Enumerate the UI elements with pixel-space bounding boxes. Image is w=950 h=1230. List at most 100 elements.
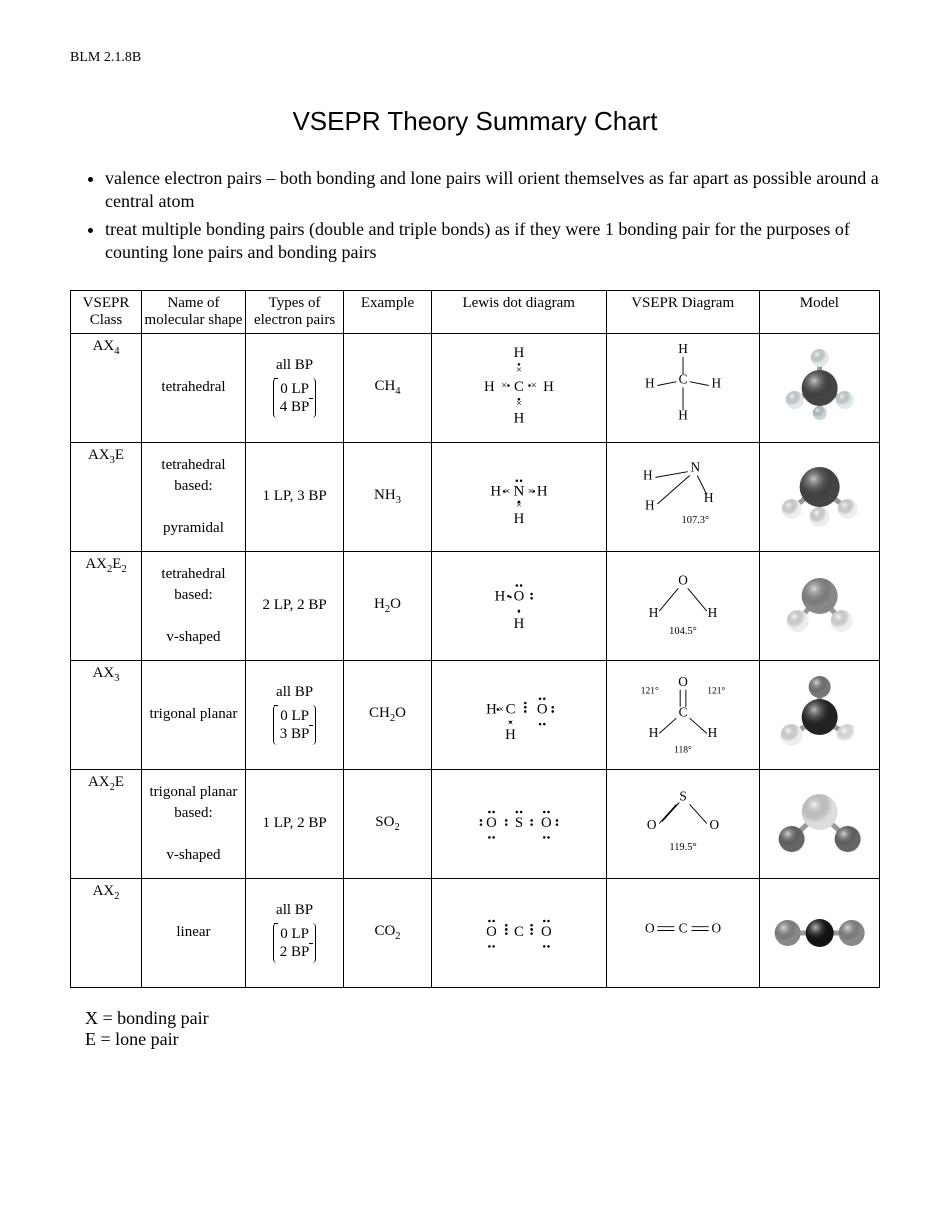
svg-text:H: H xyxy=(707,725,717,740)
cell-vsepr-diagram: OCHH121°121°118° xyxy=(606,660,759,769)
cell-example: CH2O xyxy=(344,660,431,769)
cell-vsepr-diagram: OHH104.5° xyxy=(606,551,759,660)
legend: X = bonding pair E = lone pair xyxy=(85,1008,880,1050)
cell-example: NH3 xyxy=(344,442,431,551)
cell-class: AX2E xyxy=(71,769,142,878)
header-shape: Name of molecular shape xyxy=(142,290,246,333)
header-pairs: Types of electron pairs xyxy=(245,290,343,333)
model-diagram xyxy=(762,447,877,542)
svg-text:N: N xyxy=(690,459,700,474)
legend-x: X = bonding pair xyxy=(85,1008,880,1029)
svg-text:H: H xyxy=(537,483,548,499)
cell-example: H2O xyxy=(344,551,431,660)
cell-lewis: COO xyxy=(431,878,606,987)
cell-model xyxy=(759,551,879,660)
lewis-diagram: OHH•• xyxy=(434,556,604,651)
table-row: AX3Etetrahedral based:pyramidal1 LP, 3 B… xyxy=(71,442,880,551)
svg-text:H: H xyxy=(643,467,653,482)
cell-shape: tetrahedral based:v-shaped xyxy=(142,551,246,660)
table-row: AX2Etrigonal planar based:v-shaped1 LP, … xyxy=(71,769,880,878)
cell-model xyxy=(759,660,879,769)
cell-shape: tetrahedral based:pyramidal xyxy=(142,442,246,551)
header-lewis: Lewis dot diagram xyxy=(431,290,606,333)
cell-shape: linear xyxy=(142,878,246,987)
svg-text:O: O xyxy=(711,920,721,935)
cell-vsepr-diagram: NHHH107.3° xyxy=(606,442,759,551)
page-title: VSEPR Theory Summary Chart xyxy=(70,106,880,137)
cell-pairs: 1 LP, 3 BP xyxy=(245,442,343,551)
svg-text:×: × xyxy=(530,380,536,391)
svg-text:×: × xyxy=(507,718,513,729)
intro-bullet: valence electron pairs – both bonding an… xyxy=(105,167,880,214)
svg-text:H: H xyxy=(484,378,495,394)
svg-text:C: C xyxy=(505,701,515,717)
model-diagram xyxy=(762,556,877,651)
legend-e: E = lone pair xyxy=(85,1029,880,1050)
cell-class: AX3 xyxy=(71,660,142,769)
svg-text:×: × xyxy=(504,486,510,497)
table-row: AX2E2tetrahedral based:v-shaped2 LP, 2 B… xyxy=(71,551,880,660)
vsepr-diagram: SOO119.5° xyxy=(609,774,757,869)
svg-text:O: O xyxy=(678,572,688,587)
doc-id: BLM 2.1.8B xyxy=(70,50,880,66)
svg-text:O: O xyxy=(486,814,497,830)
cell-pairs: 1 LP, 2 BP xyxy=(245,769,343,878)
intro-bullet: treat multiple bonding pairs (double and… xyxy=(105,218,880,265)
cell-pairs: all BP0 LP3 BP xyxy=(245,660,343,769)
model-diagram xyxy=(762,774,877,869)
header-class: VSEPR Class xyxy=(71,290,142,333)
table-header-row: VSEPR Class Name of molecular shape Type… xyxy=(71,290,880,333)
model-diagram xyxy=(762,883,877,978)
cell-class: AX4 xyxy=(71,333,142,442)
svg-text:O: O xyxy=(647,817,657,832)
svg-text:119.5°: 119.5° xyxy=(669,842,696,853)
cell-shape: trigonal planar xyxy=(142,660,246,769)
svg-text:121°: 121° xyxy=(707,685,725,696)
cell-model xyxy=(759,769,879,878)
intro-bullets: valence electron pairs – both bonding an… xyxy=(105,167,880,265)
svg-text:S: S xyxy=(515,814,523,830)
svg-text:H: H xyxy=(505,726,516,742)
svg-text:O: O xyxy=(537,701,548,717)
svg-text:H: H xyxy=(490,483,501,499)
svg-text:H: H xyxy=(678,341,688,356)
svg-text:H: H xyxy=(543,378,554,394)
svg-text:H: H xyxy=(707,604,717,619)
svg-text:×: × xyxy=(498,704,504,715)
svg-text:×: × xyxy=(501,380,507,391)
svg-text:N: N xyxy=(513,483,524,499)
svg-text:O: O xyxy=(541,923,552,939)
cell-vsepr-diagram: OCO xyxy=(606,878,759,987)
cell-example: CO2 xyxy=(344,878,431,987)
cell-pairs: all BP0 LP2 BP xyxy=(245,878,343,987)
svg-text:H: H xyxy=(513,615,524,631)
svg-text:•: • xyxy=(509,593,512,603)
svg-text:O: O xyxy=(486,923,497,939)
lewis-diagram: NHHH××× xyxy=(434,447,604,542)
vsepr-diagram: NHHH107.3° xyxy=(609,447,757,542)
svg-text:O: O xyxy=(513,588,524,604)
svg-text:H: H xyxy=(513,511,524,527)
svg-text:C: C xyxy=(514,923,524,939)
cell-pairs: 2 LP, 2 BP xyxy=(245,551,343,660)
cell-example: SO2 xyxy=(344,769,431,878)
lewis-diagram: COO xyxy=(434,883,604,978)
cell-lewis: SOO xyxy=(431,769,606,878)
cell-lewis: CHHO×× xyxy=(431,660,606,769)
svg-text:O: O xyxy=(709,817,719,832)
header-example: Example xyxy=(344,290,431,333)
cell-shape: trigonal planar based:v-shaped xyxy=(142,769,246,878)
svg-text:C: C xyxy=(678,920,687,935)
svg-text:C: C xyxy=(514,378,524,394)
cell-model xyxy=(759,442,879,551)
svg-text:•: • xyxy=(517,608,520,618)
lewis-diagram: SOO xyxy=(434,774,604,869)
svg-text:H: H xyxy=(648,725,658,740)
cell-lewis: HCHHH×××× xyxy=(431,333,606,442)
svg-text:O: O xyxy=(645,920,655,935)
header-vsepr: VSEPR Diagram xyxy=(606,290,759,333)
svg-text:118°: 118° xyxy=(674,744,692,755)
svg-text:H: H xyxy=(711,375,721,390)
table-row: AX3trigonal planarall BP0 LP3 BPCH2OCHHO… xyxy=(71,660,880,769)
cell-pairs: all BP0 LP4 BP xyxy=(245,333,343,442)
